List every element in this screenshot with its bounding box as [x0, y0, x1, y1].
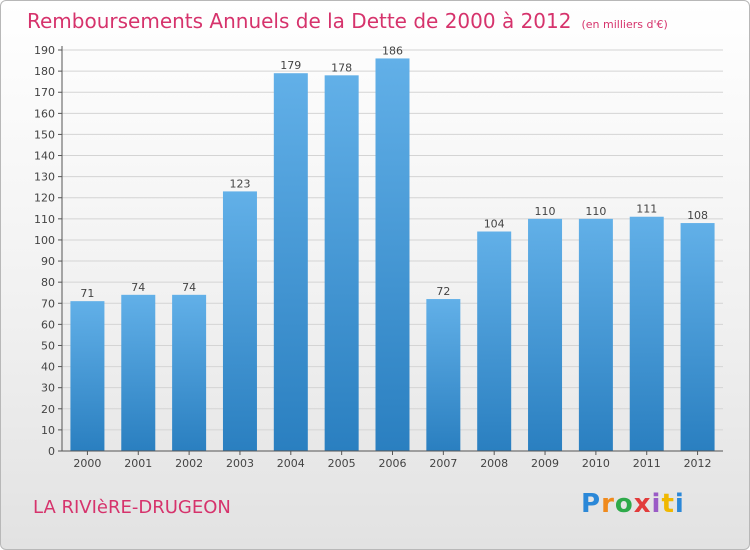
x-tick-label: 2011 — [633, 457, 661, 470]
x-tick-label: 2004 — [277, 457, 305, 470]
x-tick-label: 2006 — [379, 457, 407, 470]
chart-title-text: Remboursements Annuels de la Dette de 20… — [27, 9, 572, 33]
x-tick-label: 2012 — [684, 457, 712, 470]
bars — [70, 58, 715, 451]
x-tick-label: 2005 — [328, 457, 356, 470]
x-tick-label: 2010 — [582, 457, 610, 470]
y-tick-label: 10 — [41, 424, 55, 437]
bar-2012 — [680, 223, 715, 451]
logo-letter: i — [674, 489, 685, 519]
town-name: LA RIVIèRE-DRUGEON — [33, 497, 231, 518]
chart-subtitle: (en milliers d'€) — [581, 18, 668, 31]
x-tick-label: 2001 — [124, 457, 152, 470]
bar-2003 — [222, 191, 257, 451]
y-tick-label: 70 — [41, 297, 55, 310]
x-tick-label: 2009 — [531, 457, 559, 470]
data-label: 178 — [331, 61, 352, 74]
bar-2001 — [121, 294, 156, 451]
data-label: 72 — [436, 285, 450, 298]
bar-2010 — [578, 218, 613, 451]
y-tick-label: 190 — [34, 44, 55, 57]
bar-2008 — [477, 231, 512, 451]
bar-2006 — [375, 58, 410, 451]
proxiti-logo[interactable]: Proxiti — [581, 489, 685, 519]
data-label: 108 — [687, 209, 708, 222]
y-tick-label: 160 — [34, 107, 55, 120]
bar-2007 — [426, 299, 461, 451]
logo-letter: i — [651, 489, 662, 519]
data-label: 74 — [182, 281, 196, 294]
bar-2009 — [528, 218, 563, 451]
y-tick-label: 60 — [41, 318, 55, 331]
y-tick-label: 130 — [34, 171, 55, 184]
y-tick-label: 50 — [41, 339, 55, 352]
y-tick-label: 150 — [34, 128, 55, 141]
bar-2004 — [273, 73, 308, 451]
y-tick-label: 140 — [34, 150, 55, 163]
data-label: 104 — [484, 218, 505, 231]
y-tick-label: 80 — [41, 276, 55, 289]
data-label: 110 — [585, 205, 606, 218]
logo-letter: t — [661, 489, 675, 519]
x-tick-label: 2000 — [73, 457, 101, 470]
data-label: 74 — [131, 281, 145, 294]
y-tick-label: 40 — [41, 361, 55, 374]
y-tick-label: 100 — [34, 234, 55, 247]
x-tick-label: 2007 — [429, 457, 457, 470]
bar-2011 — [629, 216, 664, 451]
x-tick-label: 2008 — [480, 457, 508, 470]
y-tick-label: 0 — [48, 445, 55, 458]
y-tick-label: 120 — [34, 192, 55, 205]
logo-letter: P — [581, 489, 602, 519]
y-tick-label: 30 — [41, 382, 55, 395]
bar-2000 — [70, 301, 105, 451]
data-label: 179 — [280, 59, 301, 72]
data-label: 186 — [382, 44, 403, 57]
chart-title: Remboursements Annuels de la Dette de 20… — [27, 9, 668, 33]
labels: 0 10 20 30 40 50 60 70 80 90 100 110 120 130 140 150 160… — [34, 44, 712, 470]
y-tick-label: 20 — [41, 403, 55, 416]
y-tick-label: 90 — [41, 255, 55, 268]
x-tick-label: 2002 — [175, 457, 203, 470]
bar-chart: 0 10 20 30 40 50 60 70 80 90 100 110 120 130 140 150 160… — [34, 44, 723, 470]
logo-letter: r — [601, 489, 615, 519]
bar-2005 — [324, 75, 359, 451]
axes — [58, 46, 723, 455]
logo-letter: x — [633, 489, 652, 519]
logo-letter: o — [614, 489, 634, 519]
x-tick-label: 2003 — [226, 457, 254, 470]
y-tick-label: 170 — [34, 86, 55, 99]
data-label: 111 — [636, 203, 657, 216]
data-label: 110 — [535, 205, 556, 218]
y-tick-label: 180 — [34, 65, 55, 78]
data-label: 123 — [229, 177, 250, 190]
bar-2002 — [172, 294, 207, 451]
y-tick-label: 110 — [34, 213, 55, 226]
data-label: 71 — [80, 287, 94, 300]
